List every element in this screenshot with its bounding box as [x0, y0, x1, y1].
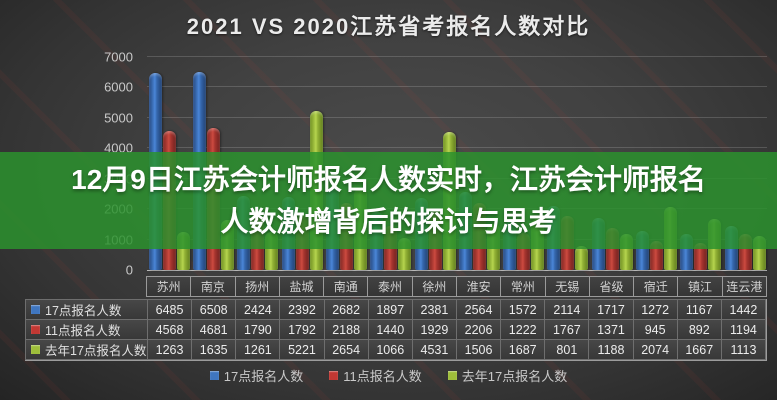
table-cell-常州-17点报名人数: 1572	[500, 299, 546, 320]
category-label-盐城: 盐城	[278, 276, 325, 297]
legend-item: 11点报名人数	[329, 366, 422, 385]
table-cell-宿迁-去年17点报名人数: 2074	[632, 339, 678, 360]
category-label-常州: 常州	[500, 276, 546, 297]
chart-legend: 17点报名人数 11点报名人数 去年17点报名人数	[0, 366, 777, 385]
category-axis-row: 苏州 南京 扬州 盐城 南通 泰州 徐州 淮安 常州 无锡 省级 宿迁 镇江 连云港	[25, 276, 767, 297]
table-cell-泰州-去年17点报名人数: 1066	[367, 339, 413, 360]
table-cell-徐州-11点报名人数: 1929	[411, 319, 457, 340]
table-cell-连云港-去年17点报名人数: 1113	[720, 339, 766, 360]
category-label-南通: 南通	[323, 276, 369, 297]
table-cell-泰州-17点报名人数: 1897	[367, 299, 413, 320]
legend-item: 17点报名人数	[209, 366, 304, 385]
table-cell-南京-11点报名人数: 4681	[191, 319, 237, 340]
table-cell-徐州-17点报名人数: 2381	[411, 299, 457, 320]
table-row-label: 去年17点报名人数	[25, 339, 148, 360]
table-cell-盐城-去年17点报名人数: 5221	[279, 339, 325, 360]
legend-swatch-icon	[209, 371, 219, 380]
table-cell-扬州-去年17点报名人数: 1261	[235, 339, 281, 360]
table-cell-淮安-去年17点报名人数: 1506	[455, 339, 502, 360]
category-label-徐州: 徐州	[411, 276, 457, 297]
table-cell-镇江-17点报名人数: 1167	[676, 299, 722, 320]
table-cell-淮安-17点报名人数: 2564	[455, 299, 502, 320]
category-label-镇江: 镇江	[677, 276, 723, 297]
bar-无锡-去年17点报名人数	[575, 246, 589, 270]
table-row-label: 11点报名人数	[25, 319, 148, 340]
chart-title: 2021 VS 2020江苏省考报名人数对比	[186, 14, 591, 39]
series-swatch-icon	[31, 345, 40, 354]
y-tick-label-4000: 4000	[104, 140, 133, 156]
gridline-4000	[147, 147, 767, 149]
category-label-苏州: 苏州	[146, 276, 192, 297]
table-cell-南通-去年17点报名人数: 2654	[323, 339, 369, 360]
category-label-淮安: 淮安	[455, 276, 502, 297]
data-table: 17点报名人数 6485 6508 2424 2392 2682 1897 2381 2564 1…	[25, 299, 767, 361]
y-tick-label-5000: 5000	[104, 110, 133, 126]
legend-swatch-icon	[329, 371, 339, 380]
table-cell-盐城-11点报名人数: 1792	[279, 319, 325, 340]
table-cell-盐城-17点报名人数: 2392	[279, 299, 325, 320]
category-label-扬州: 扬州	[234, 276, 280, 297]
table-cell-省级-去年17点报名人数: 1188	[588, 339, 634, 360]
table-cell-无锡-去年17点报名人数: 801	[544, 339, 590, 360]
table-cell-连云港-11点报名人数: 1194	[720, 319, 766, 340]
headline-line1: 12月9日江苏会计师报名人数实时，江苏会计师报名	[71, 163, 706, 195]
headline-overlay: 12月9日江苏会计师报名人数实时，江苏会计师报名 人数激增背后的探讨与思考	[0, 152, 777, 249]
category-label-南京: 南京	[190, 276, 236, 297]
table-cell-南京-17点报名人数: 6508	[191, 299, 237, 320]
category-label-泰州: 泰州	[367, 276, 413, 297]
table-cell-南京-去年17点报名人数: 1635	[191, 339, 237, 360]
table-cell-徐州-去年17点报名人数: 4531	[411, 339, 457, 360]
table-cell-扬州-11点报名人数: 1790	[235, 319, 281, 340]
legend-swatch-icon	[447, 371, 457, 380]
y-tick-label-6000: 6000	[104, 79, 133, 95]
table-cell-泰州-11点报名人数: 1440	[367, 319, 413, 340]
table-cell-南通-17点报名人数: 2682	[323, 299, 369, 320]
table-cell-镇江-去年17点报名人数: 1667	[676, 339, 722, 360]
category-label-省级: 省级	[588, 276, 635, 297]
legend-item: 去年17点报名人数	[447, 366, 568, 385]
legend-label: 17点报名人数	[223, 369, 304, 384]
table-cell-省级-11点报名人数: 1371	[588, 319, 634, 340]
category-label-无锡: 无锡	[544, 276, 590, 297]
category-label-连云港: 连云港	[721, 276, 767, 297]
series-swatch-icon	[31, 325, 40, 334]
headline-line2: 人数激增背后的探讨与思考	[220, 205, 557, 237]
table-cell-宿迁-17点报名人数: 1272	[632, 299, 678, 320]
table-cell-淮安-11点报名人数: 2206	[455, 319, 502, 340]
gridline-7000	[147, 56, 767, 57]
y-tick-label-0: 0	[125, 262, 133, 278]
table-cell-无锡-17点报名人数: 2114	[544, 299, 590, 320]
table-cell-连云港-17点报名人数: 1442	[720, 299, 766, 320]
table-cell-省级-17点报名人数: 1717	[588, 299, 634, 320]
table-cell-常州-11点报名人数: 1222	[500, 319, 546, 340]
category-label-宿迁: 宿迁	[633, 276, 679, 297]
category-axis-spacer	[24, 276, 147, 297]
table-cell-宿迁-11点报名人数: 945	[632, 319, 678, 340]
table-cell-南通-11点报名人数: 2188	[323, 319, 369, 340]
legend-label: 去年17点报名人数	[461, 369, 568, 384]
table-cell-苏州-去年17点报名人数: 1263	[147, 339, 193, 360]
table-cell-镇江-11点报名人数: 892	[676, 319, 722, 340]
bar-镇江-11点报名人数	[694, 243, 708, 270]
table-row-label: 17点报名人数	[25, 299, 148, 320]
gridline-5000	[147, 116, 767, 118]
gridline-6000	[147, 86, 767, 88]
legend-label: 11点报名人数	[343, 369, 422, 384]
table-cell-常州-去年17点报名人数: 1687	[500, 339, 546, 360]
series-swatch-icon	[31, 305, 40, 314]
table-cell-无锡-11点报名人数: 1767	[544, 319, 590, 340]
y-tick-label-7000: 7000	[104, 49, 133, 65]
table-cell-苏州-11点报名人数: 4568	[147, 319, 193, 340]
table-cell-苏州-17点报名人数: 6485	[147, 299, 193, 320]
table-cell-扬州-17点报名人数: 2424	[235, 299, 281, 320]
